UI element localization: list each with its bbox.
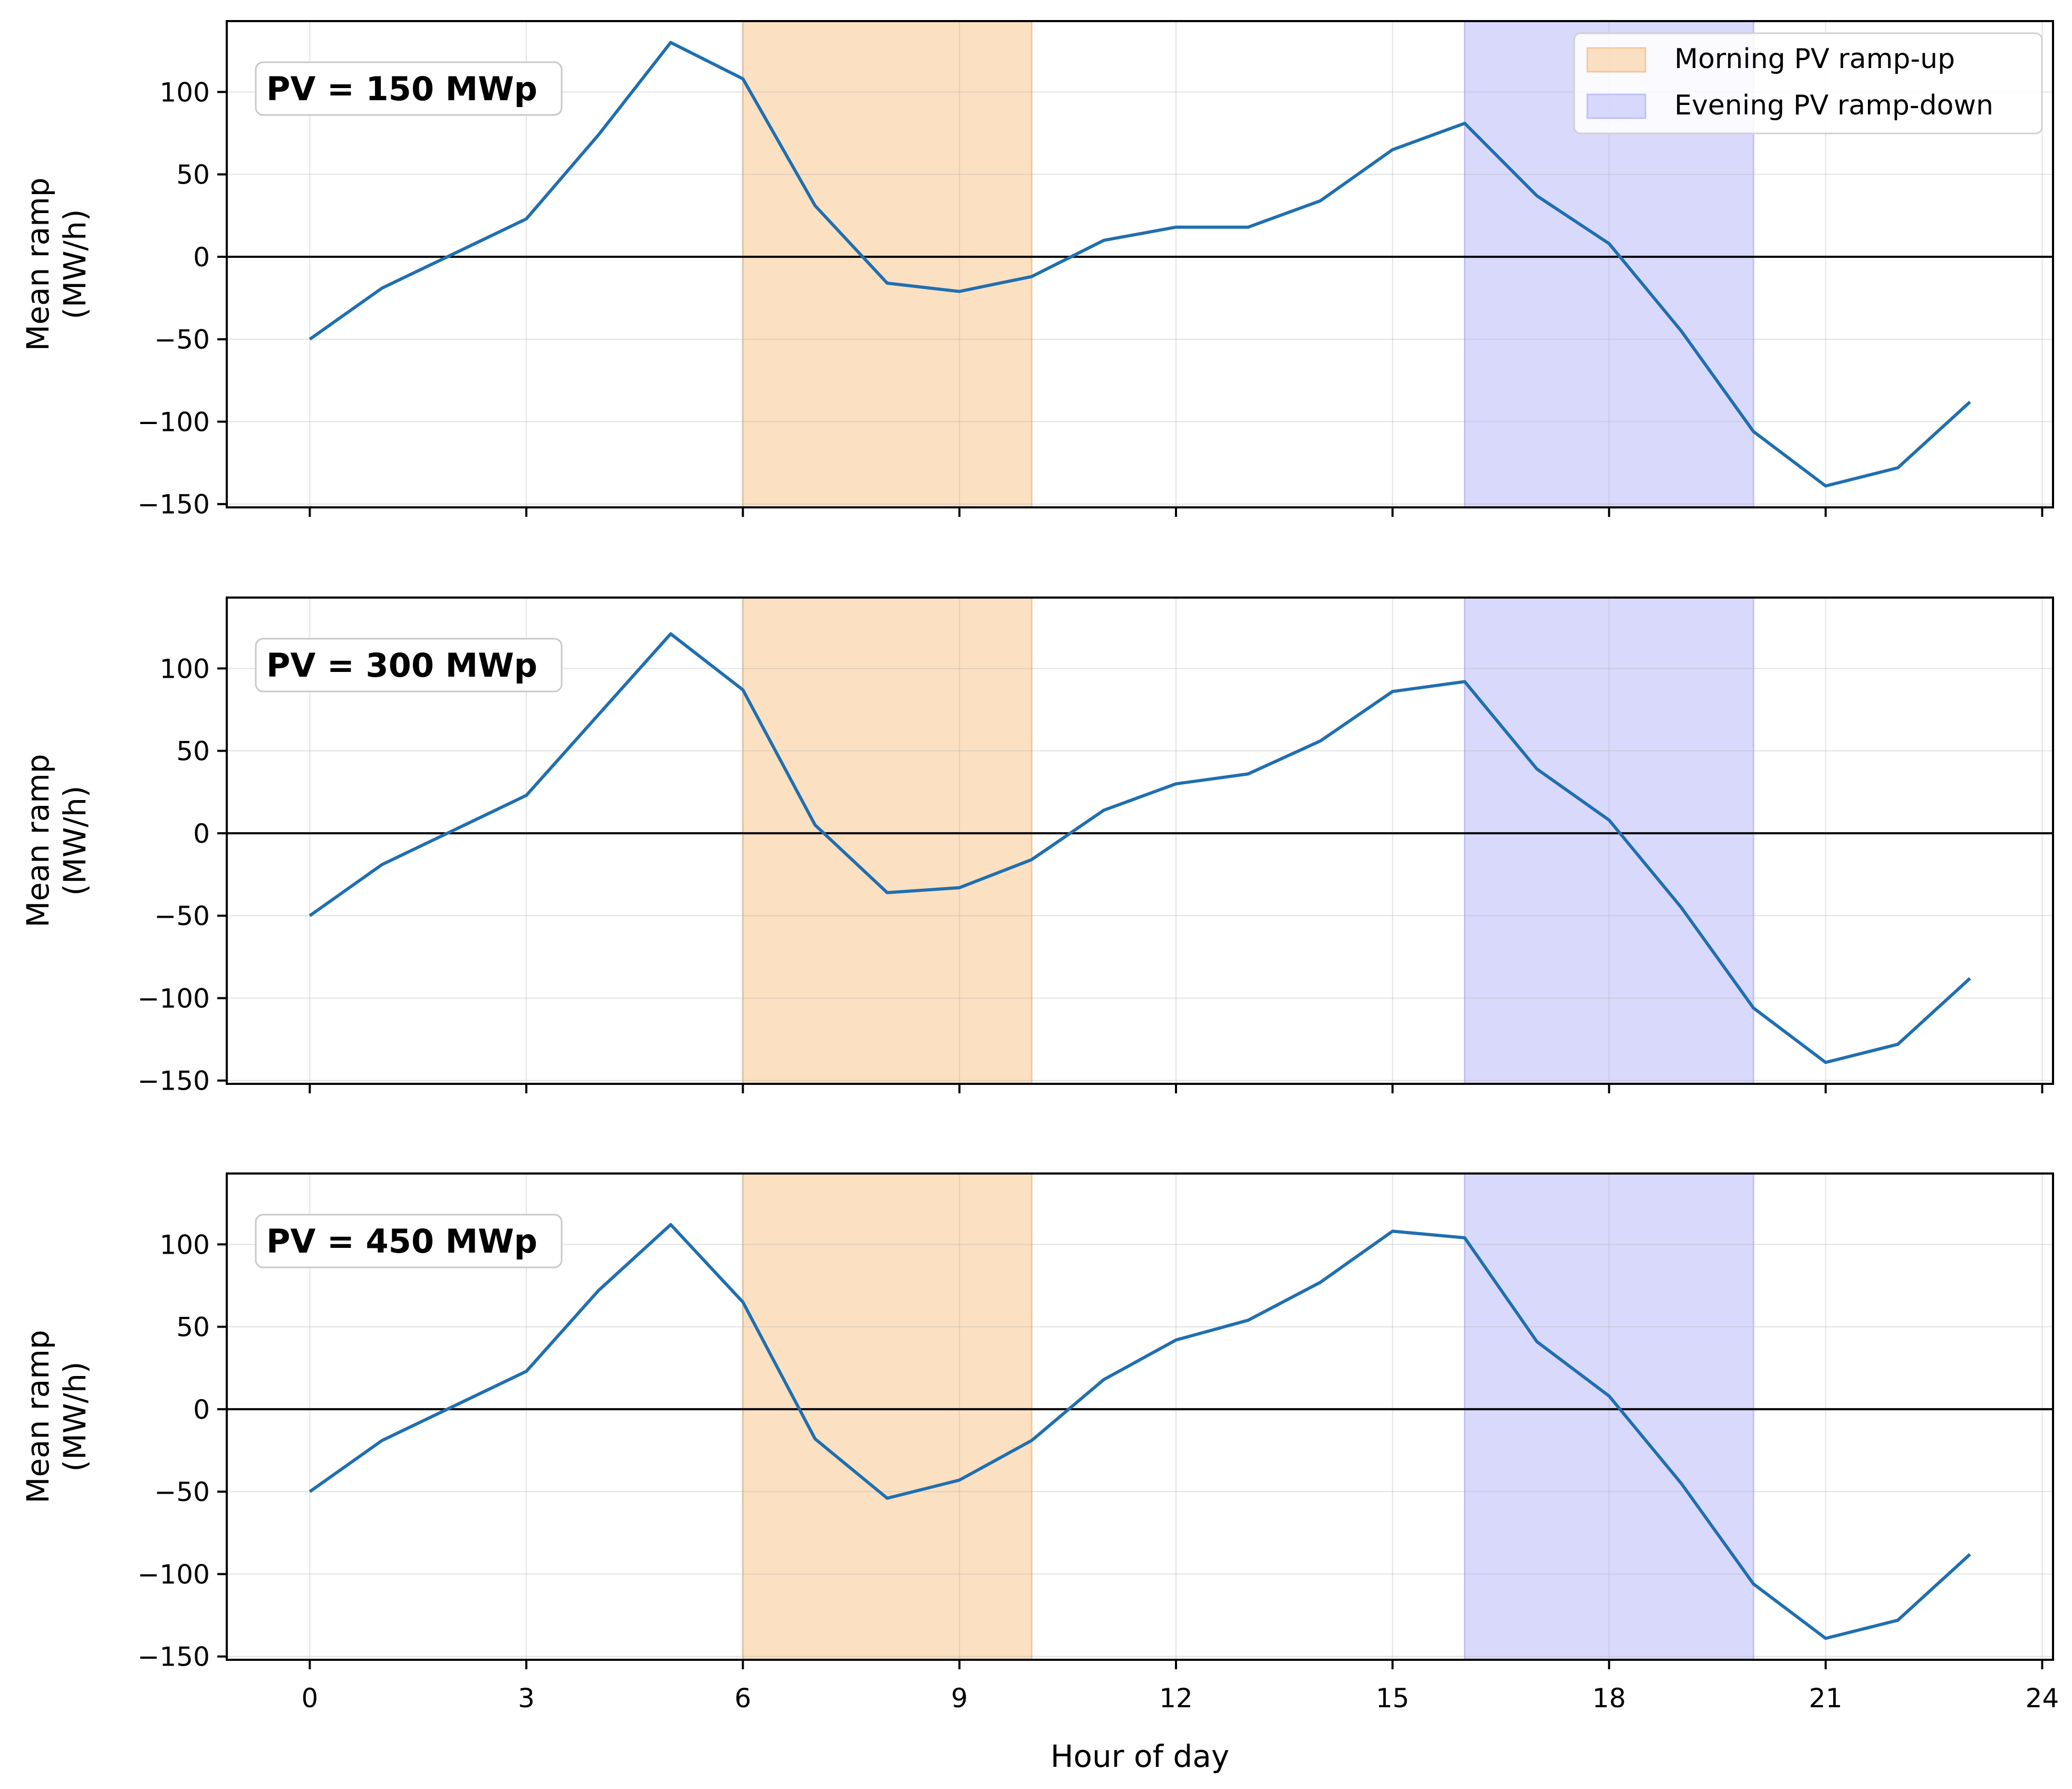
y-tick-label: −100: [138, 1559, 210, 1590]
y-tick-label: 100: [160, 1229, 210, 1260]
y-tick-label: 0: [193, 1394, 210, 1425]
y-tick-label: 100: [160, 77, 210, 108]
legend-label-morning: Morning PV ramp-up: [1674, 43, 1955, 75]
panel-label: PV = 450 MWp: [266, 1222, 537, 1261]
y-tick-label: 0: [193, 242, 210, 273]
x-tick-label: 21: [1809, 1683, 1843, 1714]
y-axis-label-unit: (MW/h): [57, 209, 93, 320]
axes-frame: [226, 20, 2054, 508]
panel-label-box: [255, 638, 563, 692]
series-line: [309, 41, 1971, 488]
evening-band: [1463, 597, 1755, 1085]
evening-band: [1463, 1172, 1755, 1661]
legend-box: [1573, 32, 2043, 134]
y-tick-label: 0: [193, 819, 210, 849]
y-tick-label: 50: [176, 1312, 210, 1343]
x-tick-label: 3: [518, 1683, 535, 1714]
morning-band: [742, 597, 1033, 1085]
x-tick-label: 24: [2026, 1683, 2059, 1714]
x-tick-label: 15: [1376, 1683, 1410, 1714]
panel-1: −150 −100 −50 0 50 100 Mean ramp (MW/h) PV = 150…: [20, 20, 2054, 520]
panel-label: PV = 150 MWp: [266, 70, 537, 108]
y-tick-label: −100: [138, 983, 210, 1014]
x-tick-label: 12: [1159, 1683, 1193, 1714]
axes-frame: [226, 1172, 2054, 1661]
y-axis-label: Mean ramp: [20, 177, 56, 351]
legend-swatch-evening: [1586, 93, 1646, 119]
panel-2: −150 −100 −50 0 50 100 Mean ramp (MW/h) PV = 300…: [20, 597, 2054, 1097]
x-tick-label: 0: [302, 1683, 319, 1714]
y-tick-label: −150: [138, 1066, 210, 1097]
y-tick-label: 50: [176, 736, 210, 767]
x-tick-label: 18: [1592, 1683, 1626, 1714]
series-line: [309, 1223, 1971, 1640]
panel-label-box: [255, 61, 563, 116]
y-tick-label: −100: [138, 407, 210, 437]
y-axis-label: Mean ramp: [20, 1330, 56, 1503]
axes-frame: [226, 597, 2054, 1085]
y-tick-label: −150: [138, 1642, 210, 1672]
panel-label-box: [255, 1214, 563, 1268]
x-axis-label: Hour of day: [1051, 1738, 1229, 1774]
panel-3: −150 −100 −50 0 50 100 0 3 6 9 12 15 18 21 24 Mean ramp…: [20, 1172, 2059, 1714]
morning-band: [742, 1172, 1033, 1661]
y-tick-label: −50: [154, 1477, 210, 1507]
series-line: [309, 632, 1971, 1064]
y-axis-label-unit: (MW/h): [57, 786, 93, 896]
y-axis-label: Mean ramp: [20, 754, 56, 927]
y-tick-label: −50: [154, 901, 210, 931]
y-tick-label: 100: [160, 653, 210, 684]
y-tick-label: −150: [138, 489, 210, 520]
y-tick-label: −50: [154, 324, 210, 355]
legend-swatch-morning: [1586, 47, 1646, 73]
y-tick-label: 50: [176, 160, 210, 190]
panel-label: PV = 300 MWp: [266, 646, 537, 685]
legend-label-evening: Evening PV ramp-down: [1674, 90, 1993, 121]
y-axis-label-unit: (MW/h): [57, 1362, 93, 1472]
morning-band: [742, 20, 1033, 508]
x-tick-label: 6: [735, 1683, 751, 1714]
x-tick-label: 9: [951, 1683, 968, 1714]
